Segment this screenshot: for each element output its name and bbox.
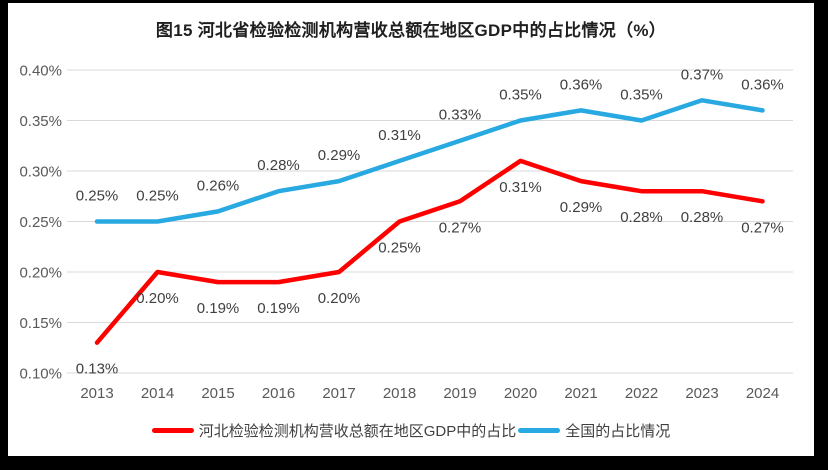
chart-frame: 图15 河北省检验检测机构营收总额在地区GDP中的占比情况（%） 0.40% 0.… [8,3,814,456]
data-point-label: 0.19% [197,300,240,317]
data-point-label: 0.20% [318,290,361,307]
series-line [94,158,765,345]
data-point-label: 0.20% [136,290,179,307]
legend-label: 河北检验检测机构营收总额在地区GDP中的占比 [198,422,517,440]
data-point-label: 0.25% [76,188,119,205]
y-axis-tick-label: 0.10% [19,366,62,383]
line-chart-plot-area: 0.40% 0.35% 0.30% 0.25% 0.20% 0.15% 0.10% 2013 2… [19,63,793,402]
y-axis-tick-label: 0.30% [19,164,62,181]
data-point-label: 0.28% [257,157,300,174]
data-point-label: 0.26% [197,177,240,194]
legend-label: 全国的占比情况 [565,422,671,440]
x-axis-tick-label: 2014 [141,385,174,402]
data-point-label: 0.28% [681,209,724,226]
y-axis-tick-label: 0.15% [19,315,62,332]
data-point-label: 0.31% [499,179,542,196]
data-point-label: 0.35% [620,87,663,104]
chart-legend: 河北检验检测机构营收总额在地区GDP中的占比 全国的占比情况 [8,419,814,441]
data-point-label: 0.31% [378,127,421,144]
series-line [94,98,765,224]
data-point-label: 0.13% [76,361,119,378]
legend-item: 全国的占比情况 [518,420,670,441]
data-point-label: 0.19% [257,300,300,317]
x-axis-tick-label: 2013 [80,385,113,402]
x-axis-tick-label: 2019 [443,385,476,402]
y-axis-tick-label: 0.20% [19,265,62,282]
x-axis-tick-label: 2017 [322,385,355,402]
data-point-label: 0.27% [439,219,482,236]
legend-line-swatch [151,427,194,433]
data-point-label: 0.33% [439,107,482,124]
data-point-label: 0.36% [741,76,784,93]
x-axis-tick-label: 2018 [383,385,416,402]
x-axis-tick-label: 2024 [746,385,779,402]
y-axis-tick-label: 0.35% [19,113,62,130]
chart-title: 图15 河北省检验检测机构营收总额在地区GDP中的占比情况（%） [155,21,667,40]
x-axis-tick-label: 2023 [685,385,718,402]
legend-line-swatch [518,427,561,433]
x-axis-tick-label: 2015 [201,385,234,402]
x-axis-tick-label: 2020 [504,385,537,402]
data-point-label: 0.25% [136,188,179,205]
data-point-label: 0.25% [378,240,421,257]
legend-item: 河北检验检测机构营收总额在地区GDP中的占比 [151,420,517,441]
data-point-label: 0.37% [681,66,724,83]
data-point-label: 0.29% [318,147,361,164]
data-point-label: 0.35% [499,87,542,104]
y-axis-tick-label: 0.40% [19,63,62,80]
data-point-label: 0.29% [560,199,603,216]
data-point-label: 0.27% [741,219,784,236]
data-point-label: 0.28% [620,209,663,226]
x-axis-tick-label: 2016 [262,385,295,402]
x-axis-tick-label: 2021 [564,385,597,402]
data-point-label: 0.36% [560,76,603,93]
y-axis-tick-label: 0.25% [19,214,62,231]
x-axis-tick-label: 2022 [625,385,658,402]
